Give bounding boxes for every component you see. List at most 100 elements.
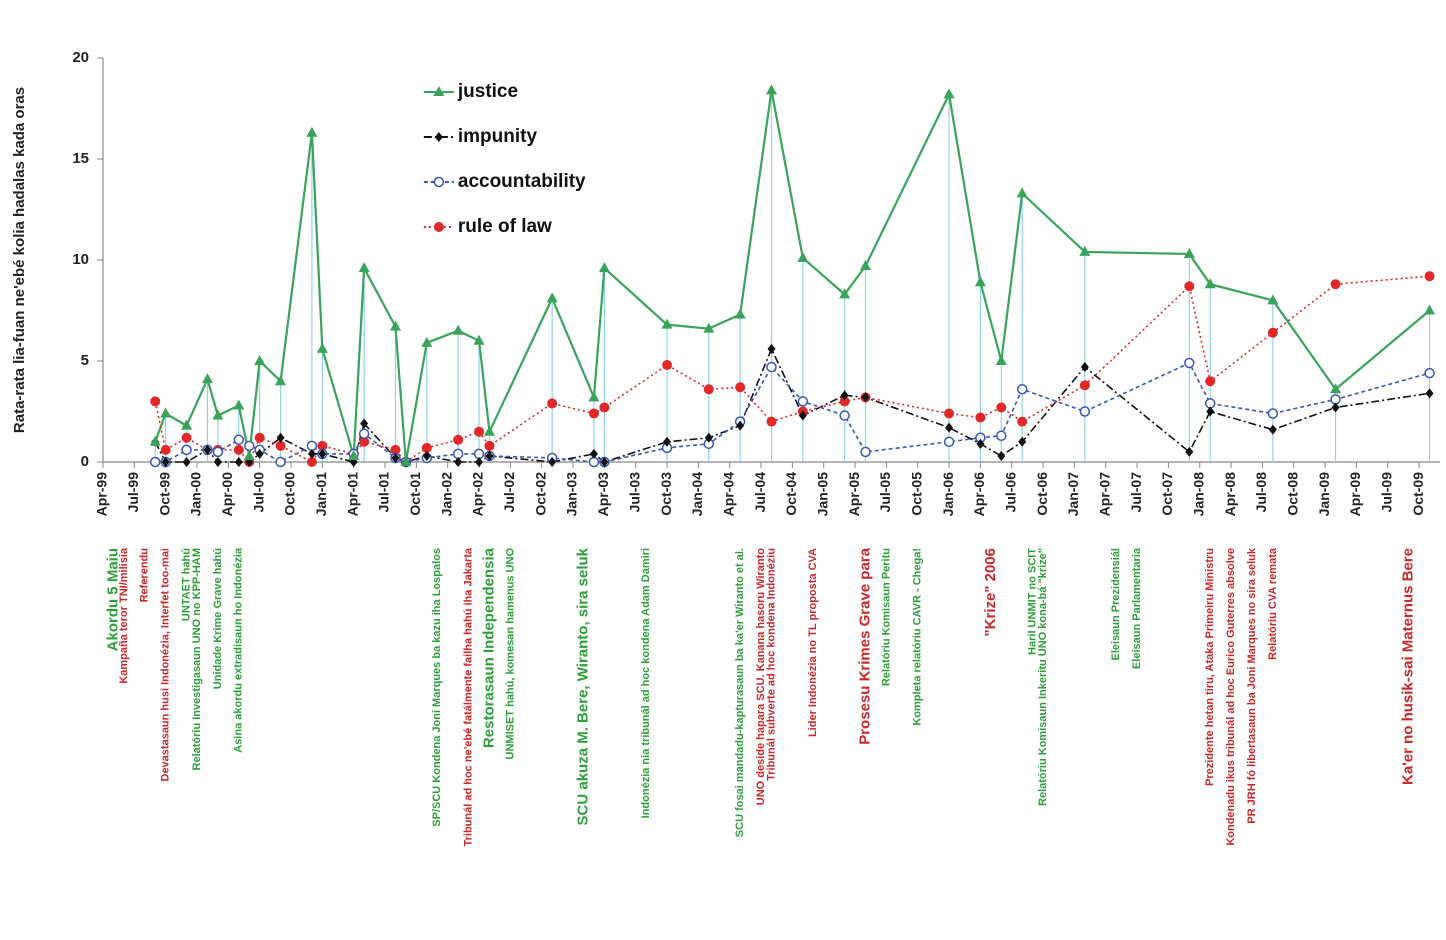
event-annotation: Asina akordu extradisaun ho Indonézia xyxy=(233,547,245,753)
point xyxy=(213,457,222,467)
point xyxy=(589,448,598,459)
point xyxy=(1330,279,1341,290)
point xyxy=(400,456,412,466)
point xyxy=(485,450,494,461)
point xyxy=(212,409,224,420)
y-axis-label: Rata-rata lia-fuan ne'ebé kolia hadalas … xyxy=(11,87,28,433)
point xyxy=(149,435,161,446)
point xyxy=(1205,376,1216,387)
point xyxy=(1204,278,1216,289)
point xyxy=(703,322,715,333)
point xyxy=(1183,247,1195,258)
point xyxy=(391,452,400,463)
point xyxy=(181,419,193,430)
event-annotation: Kompleta relatóriu CAVR - Chega! xyxy=(912,548,924,726)
point xyxy=(1079,245,1091,256)
point xyxy=(546,292,558,303)
point xyxy=(255,448,264,459)
point xyxy=(1079,406,1091,417)
point xyxy=(1185,446,1194,457)
point xyxy=(348,449,360,460)
series-line xyxy=(154,90,1431,463)
x-tick-label: Oct-01 xyxy=(407,472,423,516)
point xyxy=(663,436,672,447)
point xyxy=(1018,436,1027,447)
point xyxy=(1267,327,1278,338)
x-tick-label: Jul-08 xyxy=(1253,472,1269,513)
x-tick-label: Oct-02 xyxy=(532,472,548,516)
x-tick-label: Apr-06 xyxy=(971,472,987,517)
point xyxy=(275,375,287,386)
point xyxy=(1424,367,1435,379)
point xyxy=(767,343,776,354)
event-annotation: Prezidente hetan tiru, Ataka Primeiru Mi… xyxy=(1204,548,1216,786)
event-annotation: Tribunál ad hoc ne'ebé fatálmente failha… xyxy=(462,547,474,846)
point xyxy=(306,457,317,467)
point xyxy=(306,126,318,137)
point xyxy=(839,410,850,421)
event-annotation: Devastasaun husi Indonézia, Interfet too… xyxy=(160,548,172,782)
x-tick-label: Jul-99 xyxy=(125,472,141,513)
point xyxy=(422,450,431,461)
legend-marker xyxy=(433,176,445,188)
series-line xyxy=(155,361,1430,463)
point xyxy=(421,336,433,347)
event-annotation: Relatóriu Komisaun Inkeritu UNO kona-bá … xyxy=(1037,548,1049,806)
x-tick-label: Jul-01 xyxy=(376,472,392,513)
point xyxy=(976,438,985,449)
event-annotation: Eleisaun Parlamentaria xyxy=(1131,547,1143,669)
event-annotation: Eleisaun Prezidensiál xyxy=(1110,548,1122,661)
point xyxy=(318,448,327,459)
event-annotation: Ka'er no husik-sai Maternus Bere xyxy=(1400,548,1417,785)
point xyxy=(452,324,464,335)
event-annotation: SP/SCU Kondena Joni Marques ba kazu iha … xyxy=(431,548,443,827)
point xyxy=(996,402,1007,413)
x-tick-label: Apr-99 xyxy=(94,472,110,517)
x-tick-label: Jul-00 xyxy=(250,472,266,513)
x-tick-label: Jan-00 xyxy=(188,472,204,517)
point xyxy=(1425,388,1434,399)
point xyxy=(1267,294,1279,305)
point xyxy=(149,456,161,468)
point xyxy=(662,360,673,371)
point xyxy=(839,288,851,299)
point xyxy=(598,262,610,273)
point xyxy=(316,342,328,353)
point xyxy=(1017,416,1028,427)
event-annotation: Restorasaun Independensia xyxy=(480,547,497,748)
point xyxy=(945,422,954,433)
point xyxy=(703,384,714,395)
series-line xyxy=(154,346,1430,463)
legend-label: accountability xyxy=(458,171,586,192)
point xyxy=(358,428,370,439)
x-tick-label: Jul-07 xyxy=(1128,472,1144,513)
point xyxy=(1331,402,1340,413)
event-annotation: Haril UNMIT no SCIT xyxy=(1027,548,1039,655)
point xyxy=(1016,384,1028,395)
point xyxy=(661,318,673,329)
event-annotation: PR JRH fó libertasaun ba Joni Marques no… xyxy=(1246,547,1258,824)
point xyxy=(997,450,1006,461)
point xyxy=(860,260,872,271)
point xyxy=(1267,408,1279,419)
point xyxy=(243,449,255,460)
point xyxy=(943,436,955,448)
point xyxy=(1079,380,1090,391)
point xyxy=(233,444,244,455)
x-tick-label: Apr-07 xyxy=(1096,472,1112,517)
x-tick-label: Jan-04 xyxy=(689,472,705,517)
point xyxy=(233,399,245,410)
x-tick-label: Jan-09 xyxy=(1316,472,1332,517)
point xyxy=(588,391,600,402)
x-tick-label: Jan-03 xyxy=(564,472,580,517)
x-tick-label: Oct-03 xyxy=(658,472,674,516)
point xyxy=(995,355,1007,365)
x-tick-label: Oct-06 xyxy=(1034,472,1050,516)
event-annotation: Lider Indonézia no TL proposta CVA xyxy=(807,548,819,737)
event-annotation: Relatóriu CVA remata xyxy=(1267,547,1279,660)
point xyxy=(1424,271,1435,282)
x-tick-label: Oct-05 xyxy=(908,472,924,516)
point xyxy=(203,444,212,455)
event-annotation: SCU fosai mandadu-kapturasaun ba ka'er W… xyxy=(734,548,746,837)
point xyxy=(453,434,464,445)
